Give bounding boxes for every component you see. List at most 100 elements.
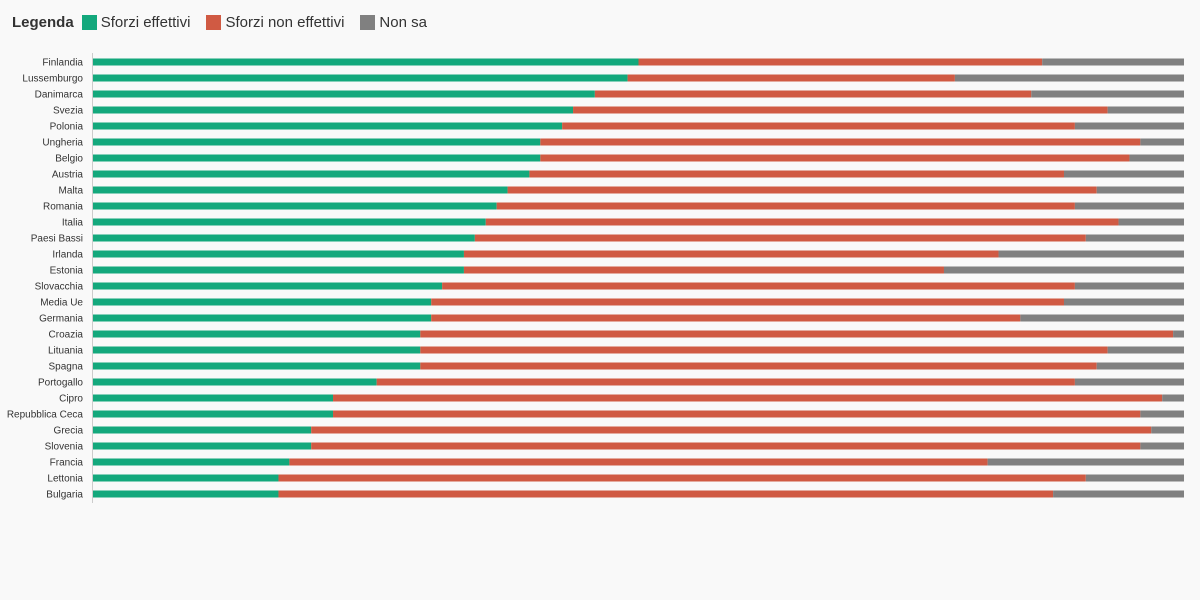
category-label: Lituania [48,346,83,357]
bar-segment-effettivi[interactable] [93,186,508,194]
bar-segment-non-sa[interactable] [1107,346,1184,354]
bar-segment-non-sa[interactable] [1074,378,1184,386]
category-label: Slovacchia [35,282,84,293]
bar-segment-non-effettivi[interactable] [311,426,1152,434]
bar-segment-effettivi[interactable] [93,250,464,258]
bar-segment-non-sa[interactable] [1085,234,1184,242]
bar-segment-non-sa[interactable] [987,458,1184,466]
bar-segment-effettivi[interactable] [93,218,486,226]
bar-segment-non-sa[interactable] [1063,298,1184,306]
category-label: Polonia [50,122,84,133]
bar-segment-effettivi[interactable] [93,266,464,274]
bar-segment-non-effettivi[interactable] [627,74,955,82]
bar-segment-non-sa[interactable] [1129,154,1184,162]
bar-segment-effettivi[interactable] [93,138,541,146]
bar-segment-non-sa[interactable] [1074,202,1184,210]
bar-segment-non-effettivi[interactable] [485,218,1119,226]
category-label: Bulgaria [46,490,83,501]
bar-segment-effettivi[interactable] [93,378,377,386]
bar-segment-effettivi[interactable] [93,122,563,130]
bar-segment-non-effettivi[interactable] [463,250,999,258]
bar-segment-effettivi[interactable] [93,298,432,306]
bar-segment-non-effettivi[interactable] [540,138,1141,146]
bar-segment-non-sa[interactable] [1042,58,1184,66]
category-label: Finlandia [42,58,83,69]
bar-segment-effettivi[interactable] [93,90,595,98]
bar-segment-effettivi[interactable] [93,202,497,210]
bar-segment-non-effettivi[interactable] [376,378,1075,386]
bar-segment-effettivi[interactable] [93,426,312,434]
bar-segment-effettivi[interactable] [93,234,475,242]
bar-segment-non-sa[interactable] [1173,330,1184,338]
bar-segment-non-sa[interactable] [1151,426,1184,434]
bar-segment-non-effettivi[interactable] [562,122,1075,130]
bar-segment-non-effettivi[interactable] [311,442,1141,450]
bar-segment-effettivi[interactable] [93,490,279,498]
legend-item-sforzi-effettivi[interactable]: Sforzi effettivi [81,14,190,31]
bar-segment-non-sa[interactable] [1020,314,1184,322]
bar-segment-non-effettivi[interactable] [289,458,988,466]
category-label: Croazia [49,330,84,341]
bar-segment-non-effettivi[interactable] [420,346,1108,354]
bar-segment-non-sa[interactable] [1140,442,1184,450]
bar-segment-non-effettivi[interactable] [278,490,1054,498]
bar-segment-effettivi[interactable] [93,314,432,322]
bar-segment-non-sa[interactable] [1140,138,1184,146]
bar-segment-non-effettivi[interactable] [431,298,1064,306]
bar-segment-non-sa[interactable] [1074,122,1184,130]
category-label: Irlanda [52,250,83,261]
category-label: Malta [59,186,84,197]
bar-segment-effettivi[interactable] [93,154,541,162]
category-label: Svezia [53,106,83,117]
bar-segment-effettivi[interactable] [93,106,574,114]
legend-item-sforzi-non-effettivi[interactable]: Sforzi non effettivi [206,14,344,31]
bar-segment-non-sa[interactable] [954,74,1184,82]
bar-segment-non-sa[interactable] [1085,474,1184,482]
bar-segment-non-sa[interactable] [1053,490,1184,498]
bar-segment-non-effettivi[interactable] [529,170,1064,178]
bar-segment-effettivi[interactable] [93,458,290,466]
bar-segment-non-sa[interactable] [1140,410,1184,418]
bar-segment-non-effettivi[interactable] [594,90,1032,98]
bar-segment-effettivi[interactable] [93,474,279,482]
bar-segment-non-effettivi[interactable] [507,186,1097,194]
bar-segment-non-effettivi[interactable] [540,154,1130,162]
bar-segment-effettivi[interactable] [93,394,334,402]
bar-segment-non-effettivi[interactable] [638,58,1043,66]
bar-segment-non-effettivi[interactable] [463,266,944,274]
bar-segment-non-effettivi[interactable] [442,282,1075,290]
bar-segment-non-effettivi[interactable] [496,202,1075,210]
bar-segment-non-sa[interactable] [1096,186,1184,194]
bar-segment-effettivi[interactable] [93,58,639,66]
bar-segment-effettivi[interactable] [93,362,421,370]
legend-item-non-sa[interactable]: Non sa [360,14,427,31]
bar-segment-non-sa[interactable] [1074,282,1184,290]
bar-segment-non-effettivi[interactable] [474,234,1086,242]
bar-segment-non-sa[interactable] [1031,90,1184,98]
bar-segment-non-effettivi[interactable] [573,106,1108,114]
bar-segment-non-sa[interactable] [1063,170,1184,178]
category-label: Slovenia [45,442,84,453]
bar-segment-effettivi[interactable] [93,282,443,290]
bar-segment-effettivi[interactable] [93,442,312,450]
bar-segment-non-sa[interactable] [1118,218,1184,226]
bar-segment-non-sa[interactable] [943,266,1184,274]
category-label: Francia [50,458,84,469]
bar-segment-effettivi[interactable] [93,74,628,82]
bar-segment-non-effettivi[interactable] [431,314,1021,322]
bar-segment-non-sa[interactable] [998,250,1184,258]
bar-segment-non-effettivi[interactable] [333,394,1163,402]
legend-title: Legenda [12,13,74,31]
bar-segment-non-effettivi[interactable] [420,362,1097,370]
bar-segment-non-sa[interactable] [1162,394,1184,402]
category-label: Germania [39,314,83,325]
bar-segment-non-sa[interactable] [1096,362,1184,370]
bar-segment-effettivi[interactable] [93,330,421,338]
bar-segment-non-effettivi[interactable] [333,410,1141,418]
bar-segment-effettivi[interactable] [93,346,421,354]
bar-segment-effettivi[interactable] [93,410,334,418]
bar-segment-non-sa[interactable] [1107,106,1184,114]
bar-segment-effettivi[interactable] [93,170,530,178]
bar-segment-non-effettivi[interactable] [420,330,1174,338]
bar-segment-non-effettivi[interactable] [278,474,1086,482]
